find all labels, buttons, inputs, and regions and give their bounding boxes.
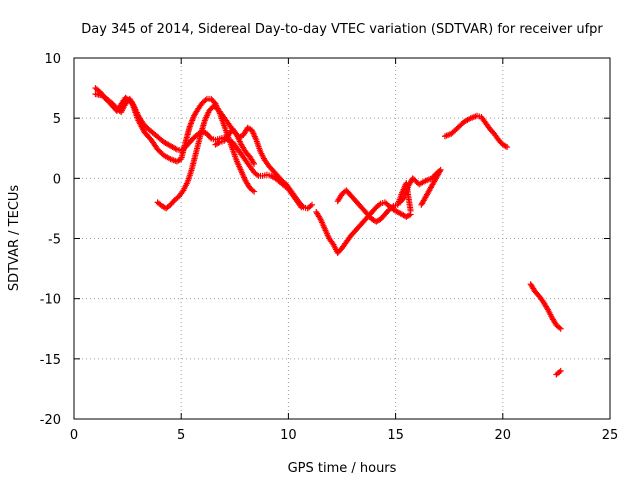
y-tick-label: -5 — [48, 233, 61, 248]
y-tick-label: -10 — [40, 293, 61, 308]
data-point — [504, 144, 511, 151]
data-point — [557, 367, 564, 374]
series-b — [92, 91, 258, 195]
y-tick-label: 5 — [53, 112, 61, 127]
data-point — [557, 325, 564, 332]
data-point — [251, 160, 258, 167]
series-g — [396, 166, 444, 208]
x-axis-label: GPS time / hours — [288, 461, 397, 476]
data-point — [299, 203, 306, 210]
series-d — [212, 125, 258, 167]
x-tick-label: 0 — [70, 428, 78, 443]
x-tick-label: 25 — [602, 428, 619, 443]
data-point — [251, 188, 258, 195]
series-i — [527, 281, 564, 378]
x-tick-label: 15 — [387, 428, 404, 443]
y-axis-label: SDTVAR / TECUs — [7, 185, 22, 292]
data-point — [407, 207, 414, 214]
axis-ticks — [73, 57, 611, 420]
data-points — [92, 85, 564, 378]
x-tick-label: 10 — [280, 428, 297, 443]
y-tick-label: -20 — [40, 413, 61, 428]
x-tick-label: 5 — [177, 428, 185, 443]
series-h — [441, 112, 511, 151]
y-tick-label: 10 — [44, 52, 61, 67]
data-point — [418, 201, 425, 208]
grid — [74, 58, 610, 419]
x-tick-labels: 0 5 10 15 20 25 — [70, 428, 618, 443]
chart-title: Day 345 of 2014, Sidereal Day-to-day VTE… — [81, 22, 603, 37]
data-point — [308, 201, 315, 208]
y-tick-label: 0 — [53, 172, 61, 187]
data-point — [207, 134, 214, 141]
x-tick-label: 20 — [495, 428, 512, 443]
y-tick-label: -15 — [40, 353, 61, 368]
y-tick-labels: -20 -15 -10 -5 0 5 10 — [40, 52, 61, 428]
